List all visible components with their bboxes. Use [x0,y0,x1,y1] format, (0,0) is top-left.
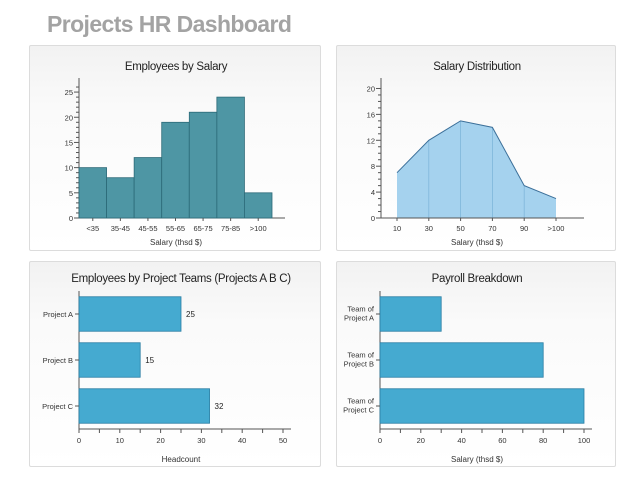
x-axis-label: Salary (thsd $) [451,455,503,464]
y-tick-label: Project B [43,356,73,365]
bar [188,111,218,219]
employees-by-salary-chart: Employees by Salary 0 5 10 15 20 25 <35 35-45 45-… [65,61,285,247]
x-tick-label: 50 [279,436,287,445]
bar [133,157,163,219]
x-tick-label: 50 [456,224,464,233]
x-tick-label: 0 [77,436,81,445]
y-tick-label: 0 [371,214,375,223]
project-teams-panel: Employees by Project Teams (Projects A B… [29,261,321,467]
page-title: Projects HR Dashboard [47,11,292,37]
data-label: 32 [215,402,224,411]
x-tick-label: 45-55 [138,224,157,233]
x-tick-label: 80 [539,436,547,445]
chart-title: Payroll Breakdown [432,273,523,285]
y-tick-label: Project B [344,360,374,369]
bar [244,192,273,219]
x-tick-label: 0 [378,436,382,445]
area-fill [397,120,556,218]
bar [379,296,442,332]
y-tick-label: 4 [371,188,375,197]
bar [106,177,135,219]
x-axis-label: Headcount [162,455,201,464]
y-tick-label: 15 [65,138,73,147]
bar [161,121,190,219]
y-tick-label: 20 [367,84,375,93]
bar [78,167,107,219]
y-tick-label: 8 [371,162,375,171]
project-teams-chart: Employees by Project Teams (Projects A B… [42,273,291,464]
chart-title: Employees by Project Teams (Projects A B… [71,273,291,285]
x-tick-label: <35 [86,224,99,233]
y-tick-label: Project C [343,406,374,415]
x-tick-label: 30 [425,224,433,233]
y-tick-label: 5 [69,189,73,198]
x-tick-label: 20 [156,436,164,445]
y-tick-label: Team of [347,351,375,360]
y-tick-label: 12 [367,136,375,145]
y-tick-label: 0 [69,214,73,223]
x-tick-label: 40 [238,436,246,445]
x-tick-label: 30 [197,436,205,445]
y-tick-label: 20 [65,113,73,122]
x-tick-label: 10 [393,224,401,233]
bar [78,388,210,424]
payroll-breakdown-panel: Payroll Breakdown 0 20 40 60 80 100 Team of Proj… [336,261,616,467]
salary-distribution-panel: Salary Distribution 0 4 8 12 16 20 10 30 50 70 90 >1… [336,45,616,251]
x-tick-label: 75-85 [221,224,240,233]
x-tick-label: 20 [417,436,425,445]
employees-by-salary-panel: Employees by Salary 0 5 10 15 20 25 <35 35-45 45-… [29,45,321,251]
y-tick-label: Project C [42,402,73,411]
y-tick-label: 25 [65,88,73,97]
data-label: 15 [145,356,154,365]
x-axis-label: Salary (thsd $) [451,238,503,247]
x-tick-label: 35-45 [111,224,130,233]
x-tick-label: 100 [578,436,591,445]
y-tick-label: 16 [367,110,375,119]
bar [78,296,182,332]
x-tick-label: 60 [498,436,506,445]
bar [379,388,585,424]
y-tick-label: Project A [43,310,73,319]
bar [379,342,544,378]
data-label: 25 [186,310,195,319]
y-tick-label: Team of [347,305,375,314]
x-axis-label: Salary (thsd $) [150,238,202,247]
x-tick-label: 55-65 [166,224,185,233]
x-tick-label: >100 [548,224,565,233]
x-tick-label: 40 [457,436,465,445]
bar [78,342,141,378]
x-tick-label: 65-75 [193,224,212,233]
x-tick-label: >100 [250,224,267,233]
x-tick-label: 10 [116,436,124,445]
salary-distribution-chart: Salary Distribution 0 4 8 12 16 20 10 30 50 70 90 >1… [367,61,584,247]
chart-title: Employees by Salary [125,61,228,73]
area-line [396,120,557,200]
x-tick-label: 90 [520,224,528,233]
y-tick-label: Project A [344,314,374,323]
chart-title: Salary Distribution [433,61,521,73]
x-tick-label: 70 [488,224,496,233]
y-tick-label: 10 [65,164,73,173]
y-tick-label: Team of [347,397,375,406]
bar [216,96,245,219]
